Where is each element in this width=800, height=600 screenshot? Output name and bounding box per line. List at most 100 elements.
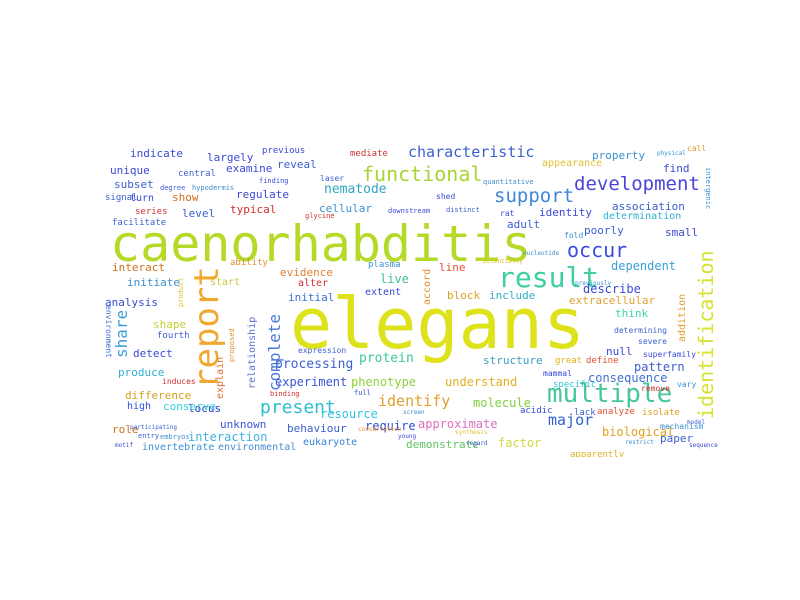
cloud-word: major bbox=[548, 411, 594, 429]
cloud-word: nematode bbox=[324, 182, 387, 197]
cloud-word: share bbox=[112, 309, 131, 358]
cloud-word: poorly bbox=[584, 224, 624, 237]
cloud-word: physical bbox=[657, 150, 686, 157]
cloud-word: consequence bbox=[588, 371, 668, 385]
cloud-word: facilitate bbox=[112, 218, 167, 228]
cloud-word: environmental bbox=[218, 442, 297, 453]
cloud-word: restrict bbox=[625, 439, 654, 446]
cloud-word: present bbox=[260, 397, 336, 418]
cloud-word: interaction bbox=[188, 430, 268, 444]
cloud-word: screen bbox=[403, 409, 425, 416]
cloud-word: quantitative bbox=[483, 178, 534, 186]
cloud-word: include bbox=[489, 289, 536, 302]
cloud-word: describe bbox=[583, 282, 641, 296]
cloud-word: structure bbox=[483, 354, 543, 367]
cloud-word: dependent bbox=[611, 259, 677, 273]
cloud-word: turn bbox=[130, 193, 155, 204]
cloud-word: appearance bbox=[542, 158, 603, 169]
cloud-word: alter bbox=[298, 278, 329, 289]
cloud-word: analyze bbox=[597, 407, 635, 417]
cloud-word: define bbox=[586, 356, 619, 366]
cloud-word: multiple bbox=[547, 379, 673, 409]
cloud-word: identification bbox=[694, 250, 718, 419]
cloud-word: occur bbox=[567, 238, 628, 262]
cloud-word: biological bbox=[602, 425, 675, 439]
cloud-word: potentially bbox=[483, 258, 523, 265]
cloud-word: typical bbox=[230, 203, 277, 216]
cloud-word: initial bbox=[288, 291, 335, 304]
cloud-word: development bbox=[574, 173, 700, 195]
cloud-word: initiate bbox=[127, 276, 180, 289]
cloud-word: previously bbox=[575, 280, 612, 287]
cloud-word: shed bbox=[436, 192, 456, 201]
cloud-word: acidic bbox=[520, 406, 553, 416]
cloud-word: behaviour bbox=[287, 422, 347, 435]
cloud-word: eukaryote bbox=[303, 437, 358, 448]
cloud-word: processing bbox=[275, 357, 354, 372]
cloud-word: produce bbox=[118, 366, 165, 379]
cloud-word: regulate bbox=[236, 188, 289, 201]
cloud-word: young bbox=[398, 433, 417, 440]
cloud-word: identity bbox=[539, 206, 592, 219]
cloud-word: nucleotide bbox=[523, 250, 560, 257]
cloud-word: pattern bbox=[634, 360, 685, 374]
cloud-word: product bbox=[177, 277, 185, 307]
cloud-word: determination bbox=[603, 211, 682, 222]
cloud-word: line bbox=[439, 261, 466, 274]
cloud-word: conservation bbox=[358, 426, 402, 433]
cloud-word: find bbox=[663, 162, 690, 175]
cloud-word: vary bbox=[677, 380, 697, 389]
cloud-word: resource bbox=[320, 407, 378, 421]
cloud-word: environment bbox=[104, 305, 113, 358]
cloud-word: embryos bbox=[160, 433, 190, 441]
cloud-word: mechanism bbox=[660, 422, 704, 431]
cloud-word: molecule bbox=[473, 396, 531, 410]
cloud-word: reveal bbox=[277, 158, 317, 171]
cloud-word: evidence bbox=[280, 266, 333, 279]
cloud-word: laser bbox=[320, 174, 345, 183]
cloud-word: degree bbox=[160, 184, 186, 192]
cloud-word: hypodermis bbox=[192, 184, 235, 192]
cloud-word: entry bbox=[138, 432, 160, 440]
cloud-word: central bbox=[178, 169, 216, 179]
cloud-word: unknown bbox=[220, 418, 267, 431]
cloud-word: proposed bbox=[228, 328, 236, 362]
cloud-word: isolate bbox=[642, 408, 680, 418]
cloud-word: specific bbox=[553, 380, 597, 390]
cloud-word: lack bbox=[574, 408, 596, 418]
cloud-word: detect bbox=[133, 347, 173, 360]
cloud-word: severe bbox=[638, 337, 667, 346]
cloud-word: protein bbox=[359, 351, 414, 366]
cloud-word: motif bbox=[115, 442, 134, 449]
cloud-word: invertebrate bbox=[142, 442, 215, 453]
cloud-word: subset bbox=[114, 178, 154, 191]
cloud-word: participating bbox=[130, 424, 177, 431]
cloud-word: glycine bbox=[305, 212, 335, 220]
cloud-word: sequence bbox=[689, 442, 718, 449]
cloud-word: relationship bbox=[247, 316, 258, 389]
cloud-word: binding bbox=[270, 390, 300, 398]
cloud-word: high bbox=[127, 401, 152, 412]
cloud-word: rat bbox=[500, 209, 515, 218]
cloud-word: signal bbox=[105, 193, 138, 203]
cloud-word: characteristic bbox=[408, 143, 535, 161]
cloud-word: block bbox=[447, 289, 481, 302]
cloud-word: shape bbox=[153, 318, 187, 331]
cloud-word: determining bbox=[614, 326, 667, 335]
cloud-word: full bbox=[354, 389, 371, 397]
cloud-word: caenorhabditis bbox=[110, 215, 532, 273]
cloud-word: plasma bbox=[368, 260, 401, 270]
cloud-word: series bbox=[135, 207, 168, 217]
cloud-word: intergenic bbox=[704, 167, 712, 210]
cloud-word: analysis bbox=[105, 296, 158, 309]
cloud-word: apparently bbox=[570, 450, 625, 458]
cloud-word: experiment bbox=[275, 375, 348, 389]
cloud-word: functional bbox=[362, 162, 483, 186]
cloud-word: conserve bbox=[163, 400, 216, 413]
cloud-word: regard bbox=[466, 440, 488, 447]
cloud-word: model bbox=[687, 419, 706, 426]
cloud-word: superfamily bbox=[643, 350, 696, 359]
cloud-word: property bbox=[592, 149, 645, 162]
cloud-word: paper bbox=[660, 432, 694, 445]
cloud-word: small bbox=[665, 226, 699, 239]
